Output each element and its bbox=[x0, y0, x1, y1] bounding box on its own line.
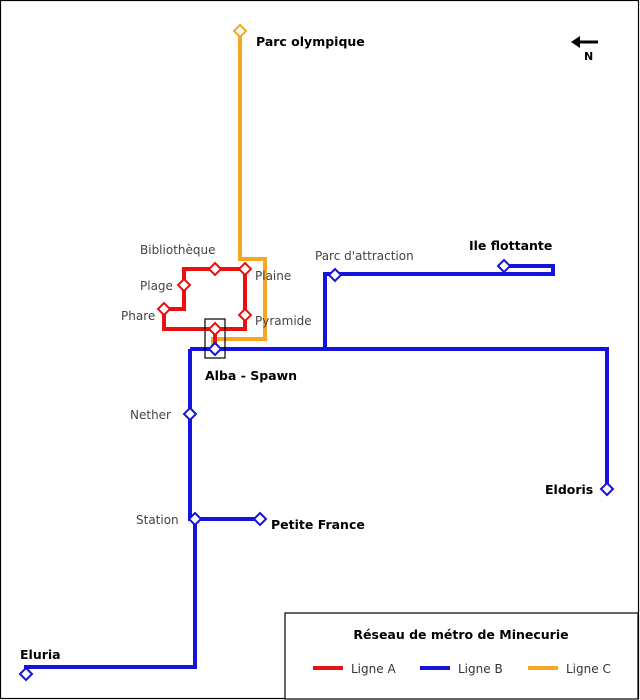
legend: Réseau de métro de Minecurie Ligne A Lig… bbox=[284, 612, 639, 700]
station-marker-parc-attraction[interactable] bbox=[327, 267, 343, 283]
station-marker-alba-spawn-b[interactable] bbox=[207, 341, 223, 357]
legend-label-ligne-c: Ligne C bbox=[566, 662, 611, 676]
interchange-box bbox=[204, 318, 226, 359]
station-label-phare: Phare bbox=[121, 309, 155, 323]
legend-label-ligne-a: Ligne A bbox=[351, 662, 396, 676]
north-indicator: N bbox=[571, 36, 598, 63]
station-label-alba-spawn: Alba - Spawn bbox=[205, 368, 297, 383]
station-marker-pyramide[interactable] bbox=[237, 307, 253, 323]
station-label-parc-attraction: Parc d'attraction bbox=[315, 249, 414, 263]
north-arrow-icon bbox=[571, 36, 580, 48]
station-marker-plaine[interactable] bbox=[237, 261, 253, 277]
line-b-main-east bbox=[190, 347, 609, 489]
line-b-branch-ile-flottante bbox=[323, 264, 555, 349]
station-marker-station[interactable] bbox=[187, 511, 203, 527]
station-label-petite-france: Petite France bbox=[271, 517, 365, 532]
station-marker-parc-olympique[interactable] bbox=[232, 23, 248, 39]
station-label-eluria: Eluria bbox=[20, 647, 61, 662]
station-label-ile-flottante: Ile flottante bbox=[469, 238, 552, 253]
station-label-plaine: Plaine bbox=[255, 269, 291, 283]
station-marker-phare[interactable] bbox=[156, 301, 172, 317]
station-marker-eluria[interactable] bbox=[18, 666, 34, 682]
station-label-bibliotheque: Bibliothèque bbox=[140, 243, 216, 257]
station-markers bbox=[18, 23, 615, 682]
station-label-nether: Nether bbox=[130, 408, 171, 422]
station-marker-alba-spawn-a[interactable] bbox=[207, 321, 223, 337]
station-label-parc-olympique: Parc olympique bbox=[256, 34, 365, 49]
station-label-eldoris: Eldoris bbox=[545, 482, 593, 497]
station-marker-bibliotheque[interactable] bbox=[207, 261, 223, 277]
station-marker-petite-france[interactable] bbox=[252, 511, 268, 527]
north-label: N bbox=[584, 50, 593, 63]
map-title: Réseau de métro de Minecurie bbox=[353, 627, 568, 642]
station-label-plage: Plage bbox=[140, 279, 173, 293]
station-marker-nether[interactable] bbox=[182, 406, 198, 422]
station-marker-eldoris[interactable] bbox=[599, 481, 615, 497]
station-label-station: Station bbox=[136, 513, 179, 527]
station-label-pyramide: Pyramide bbox=[255, 314, 312, 328]
legend-label-ligne-b: Ligne B bbox=[458, 662, 503, 676]
station-marker-ile-flottante[interactable] bbox=[496, 258, 512, 274]
legend-box bbox=[284, 612, 639, 700]
station-marker-plage[interactable] bbox=[176, 277, 192, 293]
station-labels: Parc olympique Bibliothèque Plaine Plage… bbox=[20, 34, 593, 662]
